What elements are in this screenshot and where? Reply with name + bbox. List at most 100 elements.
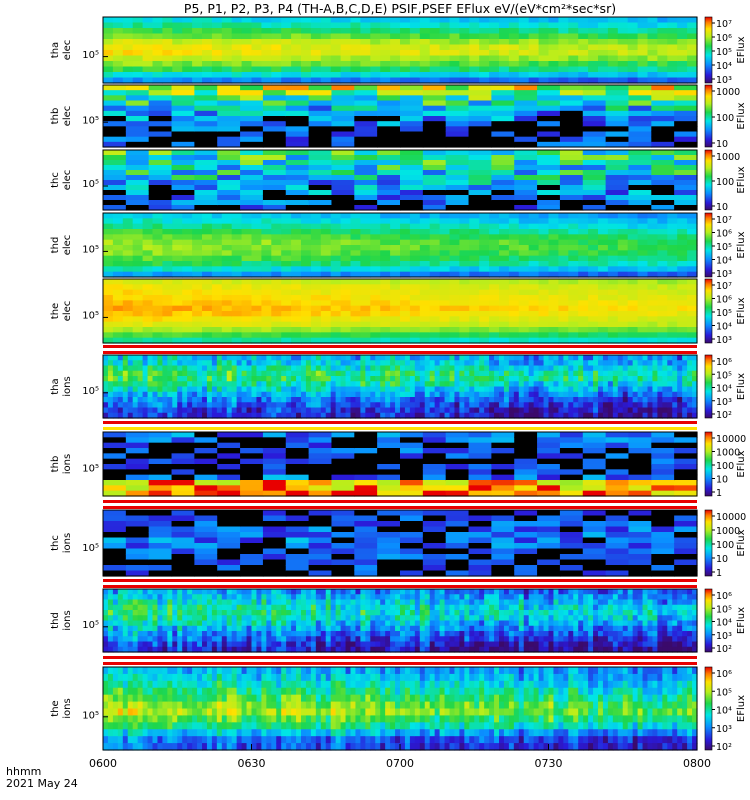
spectrogram-cell — [677, 72, 688, 79]
spectrogram-cell — [251, 229, 262, 235]
spectrogram-cell — [390, 300, 401, 307]
spectrogram-cell — [400, 295, 411, 301]
spectrogram-cell — [103, 261, 114, 267]
spectrogram-cell — [439, 332, 451, 339]
spectrogram-cell — [468, 570, 492, 577]
spectrogram-cell — [514, 185, 538, 191]
spectrogram-cell — [262, 537, 287, 544]
spectrogram-cell — [674, 474, 698, 481]
spectrogram-cell — [598, 234, 609, 241]
spectrogram-cell — [558, 370, 564, 377]
spectrogram-cell — [642, 365, 649, 372]
spectrogram-cell — [231, 284, 243, 291]
spectrogram-cell — [231, 55, 243, 62]
spectrogram-cell — [559, 165, 584, 171]
spectrogram-cell — [605, 121, 630, 127]
spectrogram-cell — [677, 213, 688, 219]
spectrogram-cell — [558, 44, 569, 51]
spectrogram-cell — [152, 44, 163, 51]
spectrogram-cell — [422, 510, 447, 517]
spectrogram-cell — [281, 397, 287, 403]
spectrogram-cell — [202, 44, 213, 51]
spectrogram-cell — [152, 365, 159, 372]
spectrogram-cell — [445, 116, 470, 122]
spectrogram-cell — [340, 39, 352, 46]
spectrogram-cell — [628, 526, 652, 533]
spectrogram-cell — [422, 185, 447, 191]
spectrogram-cell — [409, 412, 416, 419]
spectrogram-cell — [370, 295, 381, 301]
spectrogram-cell — [454, 412, 460, 419]
spectrogram-cell — [112, 50, 124, 57]
spectrogram-cell — [677, 223, 688, 230]
spectrogram-cell — [469, 255, 480, 262]
spectrogram-cell — [262, 532, 287, 539]
spectrogram-cell — [137, 402, 144, 409]
spectrogram-cell — [261, 50, 272, 57]
spectrogram-cell — [262, 131, 287, 138]
spectrogram-cell — [103, 90, 127, 96]
spectrogram-cell — [221, 407, 228, 414]
spectrogram-cell — [662, 386, 668, 393]
spectrogram-cell — [400, 321, 411, 328]
spectrogram-cell — [308, 95, 333, 102]
spectrogram-cell — [377, 442, 401, 449]
spectrogram-cell — [499, 355, 505, 361]
spectrogram-cell — [171, 469, 195, 476]
spectrogram-cell — [422, 126, 447, 133]
spectrogram-cell — [127, 402, 134, 409]
spectrogram-cell — [617, 370, 624, 377]
spectrogram-cell — [291, 279, 302, 285]
spectrogram-cell — [422, 170, 447, 176]
spectrogram-cell — [469, 245, 480, 251]
spectrogram-cell — [221, 55, 233, 62]
spectrogram-cell — [350, 250, 361, 257]
spectrogram-cell — [573, 402, 579, 409]
spectrogram-cell — [422, 195, 447, 201]
spectrogram-cell — [231, 44, 243, 51]
spectrogram-cell — [202, 284, 213, 291]
spectrogram-cell — [103, 110, 127, 117]
spectrogram-cell — [132, 311, 144, 317]
spectrogram-cell — [484, 376, 490, 382]
spectrogram-cell — [152, 407, 159, 414]
spectrogram-cell — [142, 22, 154, 29]
colorbar-tick-label: 10⁷ — [716, 215, 732, 226]
spectrogram-cell — [459, 44, 470, 51]
spectrogram-cell — [514, 521, 538, 528]
spectrogram-cell — [558, 327, 569, 333]
spectrogram-cell — [236, 386, 243, 393]
spectrogram-cell — [647, 355, 654, 361]
spectrogram-cell — [132, 284, 144, 291]
spectrogram-cell — [627, 61, 639, 68]
colorbar-label: EFlux — [736, 529, 747, 556]
spectrogram-cell — [578, 397, 584, 403]
spectrogram-cell — [528, 365, 535, 372]
spectrogram-cell — [422, 448, 447, 454]
spectrogram-cell — [132, 218, 144, 225]
spectrogram-cell — [429, 337, 441, 344]
spectrogram-cell — [494, 355, 500, 361]
spectrogram-cell — [103, 332, 114, 339]
spectrogram-cell — [132, 397, 139, 403]
spectrogram-cell — [439, 250, 451, 257]
spectrogram-cell — [657, 213, 668, 219]
spectrogram-cell — [281, 355, 287, 361]
spectrogram-cell — [607, 50, 619, 57]
spectrogram-cell — [445, 205, 470, 211]
spectrogram-cell — [674, 121, 698, 127]
spectrogram-cell — [553, 407, 559, 414]
spectrogram-cell — [429, 327, 441, 333]
spectrogram-cell — [518, 327, 530, 333]
spectrogram-cell — [147, 365, 154, 372]
spectrogram-cell — [241, 412, 248, 419]
spectrogram-cell — [261, 279, 272, 285]
spectrogram-cell — [687, 229, 698, 235]
spectrogram-cell — [637, 311, 649, 317]
spectrogram-cell — [291, 44, 302, 51]
spectrogram-cell — [107, 412, 114, 419]
spectrogram-cell — [682, 376, 688, 382]
spectrogram-cell — [469, 316, 480, 323]
spectrogram-cell — [325, 355, 332, 361]
spectrogram-cell — [422, 141, 447, 148]
